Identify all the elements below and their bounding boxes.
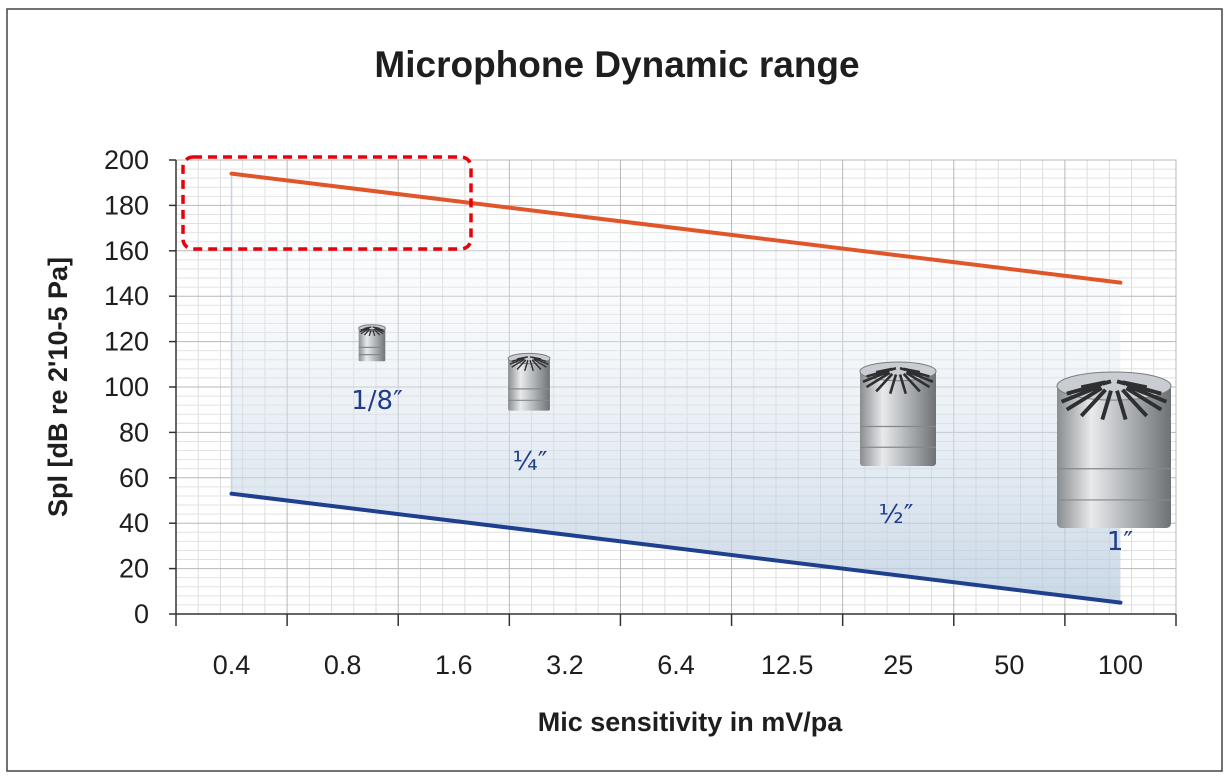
- y-tick-label: 20: [119, 554, 149, 584]
- eighth-inch-mic-icon: [358, 324, 386, 362]
- x-tick-label: 0.4: [213, 650, 251, 680]
- x-tick-label: 0.8: [324, 650, 362, 680]
- mic-size-label: 1″: [1107, 527, 1134, 557]
- axes: [169, 159, 1177, 626]
- series-group: [229, 171, 1123, 605]
- y-tick-label: 120: [104, 327, 149, 357]
- mic-size-label: 1/8″: [351, 386, 403, 416]
- mic-size-label: ½″: [879, 500, 914, 530]
- y-tick-label: 140: [104, 281, 149, 311]
- one-inch-mic-icon: [1056, 371, 1172, 528]
- x-tick-label: 25: [883, 650, 913, 680]
- half-inch-mic-icon: [859, 361, 937, 466]
- y-tick-label: 80: [119, 417, 149, 447]
- y-tick-label: 200: [104, 145, 149, 175]
- y-tick-label: 160: [104, 236, 149, 266]
- series-line-min-spl: [229, 491, 1123, 605]
- quarter-inch-mic-icon: [507, 352, 551, 411]
- y-tick-labels: 0 20 40 60 80 100 120 140 160 180 200: [104, 145, 149, 629]
- microphone-images: 1/8″ ¼″ ½″ 1″: [351, 324, 1172, 557]
- series-line-max-spl: [229, 171, 1123, 285]
- y-axis-label: Spl [dB re 2'10-5 Pa]: [43, 257, 73, 517]
- y-tick-label: 0: [134, 599, 149, 629]
- y-tick-label: 40: [119, 508, 149, 538]
- x-tick-labels: 0.4 0.8 1.6 3.2 6.4 12.5 25 50 100: [213, 650, 1143, 680]
- x-axis-label: Mic sensitivity in mV/pa: [538, 707, 844, 737]
- y-tick-label: 180: [104, 190, 149, 220]
- dynamic-range-band: [231, 173, 1121, 603]
- y-tick-label: 100: [104, 372, 149, 402]
- x-tick-label: 1.6: [435, 650, 473, 680]
- x-tick-label: 3.2: [546, 650, 584, 680]
- x-tick-label: 100: [1098, 650, 1143, 680]
- y-tick-label: 60: [119, 463, 149, 493]
- x-tick-label: 50: [994, 650, 1024, 680]
- x-tick-label: 12.5: [761, 650, 814, 680]
- chart-title: Microphone Dynamic range: [374, 44, 859, 85]
- mic-size-label: ¼″: [513, 447, 548, 477]
- x-tick-label: 6.4: [657, 650, 695, 680]
- highlight-box: [181, 155, 473, 251]
